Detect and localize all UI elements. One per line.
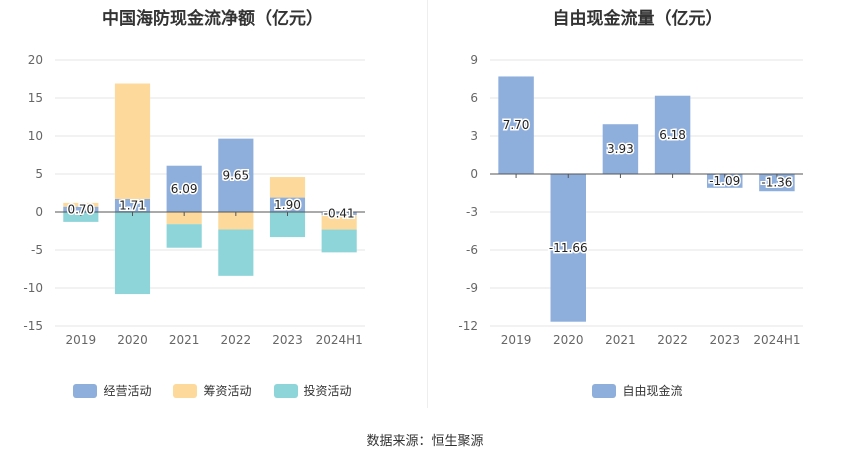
data-label: 6.18 (659, 128, 686, 142)
y-tick-label: 5 (35, 167, 43, 181)
x-tick-label: 2021 (605, 333, 636, 347)
y-tick-label: 20 (28, 53, 43, 67)
chart-legend: 自由现金流 (425, 382, 850, 399)
x-tick-label: 2022 (657, 333, 688, 347)
legend-swatch (73, 383, 98, 398)
x-tick-label: 2020 (117, 333, 148, 347)
y-tick-label: 10 (28, 129, 43, 143)
data-label: 3.93 (607, 142, 634, 156)
y-tick-label: -9 (466, 281, 478, 295)
chart-title: 自由现金流量（亿元） (552, 9, 723, 29)
y-tick-label: -12 (458, 319, 478, 333)
data-label: 6.09 (171, 182, 198, 196)
bar (321, 215, 357, 230)
data-label: -0.41 (324, 207, 355, 221)
y-tick-label: -5 (31, 243, 43, 257)
y-tick-label: 9 (470, 53, 478, 67)
y-tick-label: 15 (28, 91, 43, 105)
legend-item[interactable]: 自由现金流 (592, 382, 683, 399)
bar (269, 197, 306, 212)
legend-label: 自由现金流 (622, 384, 683, 398)
bar (759, 174, 795, 192)
legend-label: 经营活动 (103, 384, 152, 398)
bar (321, 229, 357, 253)
bar (63, 202, 99, 207)
bar (218, 229, 254, 276)
bar (114, 212, 151, 295)
x-tick-label: 2023 (709, 333, 740, 347)
x-tick-label: 2021 (169, 333, 200, 347)
data-label: 0.70 (67, 202, 94, 216)
y-tick-label: 3 (470, 129, 478, 143)
bar (63, 212, 99, 222)
data-label: 1.71 (119, 199, 146, 213)
data-label: -1.09 (709, 174, 740, 188)
legend-label: 投资活动 (303, 384, 352, 398)
bar (707, 174, 743, 188)
data-label: 1.90 (274, 198, 301, 212)
legend-item[interactable]: 投资活动 (273, 382, 352, 399)
bar (114, 199, 151, 212)
free-cash-flow-chart: 自由现金流量（亿元） -12 -9 -6 -3 0 3 6 9 2019 2020 2021 2022… (425, 0, 850, 459)
y-tick-label: 0 (35, 205, 43, 219)
x-tick-label: 2022 (221, 333, 252, 347)
x-tick-label: 2024H1 (753, 333, 800, 347)
bar (269, 212, 306, 238)
legend-item[interactable]: 经营活动 (73, 382, 151, 399)
bar (114, 83, 151, 200)
cash-flow-net-chart: 中国海防现金流净额（亿元） -15 -10 -5 0 5 10 15 20 2019 2020 20… (0, 9, 425, 399)
y-tick-label: -10 (23, 281, 43, 295)
legend-label: 筹资活动 (203, 384, 252, 398)
legend-swatch (273, 383, 298, 398)
y-tick-label: -6 (466, 243, 478, 257)
chart-title: 中国海防现金流净额（亿元） (102, 9, 323, 29)
chart-legend: 经营活动 筹资活动 投资活动 (0, 382, 425, 399)
data-label: -11.66 (549, 241, 588, 255)
chart-plot-area: -15 -10 -5 0 5 10 15 20 2019 2020 2021 2022 2023 2024… (23, 53, 365, 347)
data-label: -1.36 (761, 176, 792, 190)
x-tick-label: 2019 (66, 333, 97, 347)
bar (550, 174, 586, 322)
legend-item[interactable]: 筹资活动 (173, 382, 252, 399)
bar (602, 124, 639, 174)
legend-swatch (173, 383, 198, 398)
bar (269, 177, 306, 198)
data-source-note: 数据来源：恒生聚源 (366, 434, 484, 449)
legend-swatch (592, 383, 617, 398)
panel-divider (427, 0, 428, 408)
x-tick-label: 2019 (501, 333, 532, 347)
bar (218, 212, 254, 230)
x-tick-label: 2023 (272, 333, 303, 347)
y-tick-label: -3 (466, 205, 478, 219)
bar (654, 95, 691, 174)
x-tick-label: 2020 (553, 333, 584, 347)
x-tick-label: 2024H1 (316, 333, 363, 347)
bar (498, 76, 534, 174)
bar (166, 212, 202, 225)
y-tick-label: 0 (470, 167, 478, 181)
y-tick-label: -15 (23, 319, 43, 333)
bar (63, 206, 99, 212)
chart-plot-area: -12 -9 -6 -3 0 3 6 9 2019 2020 2021 2022 2023 2024H1 7… (458, 53, 803, 347)
y-tick-label: 6 (470, 91, 478, 105)
data-label: 7.70 (503, 118, 530, 132)
bar (218, 138, 254, 212)
bar (166, 165, 202, 212)
bar (166, 224, 202, 248)
data-label: 9.65 (222, 168, 249, 182)
